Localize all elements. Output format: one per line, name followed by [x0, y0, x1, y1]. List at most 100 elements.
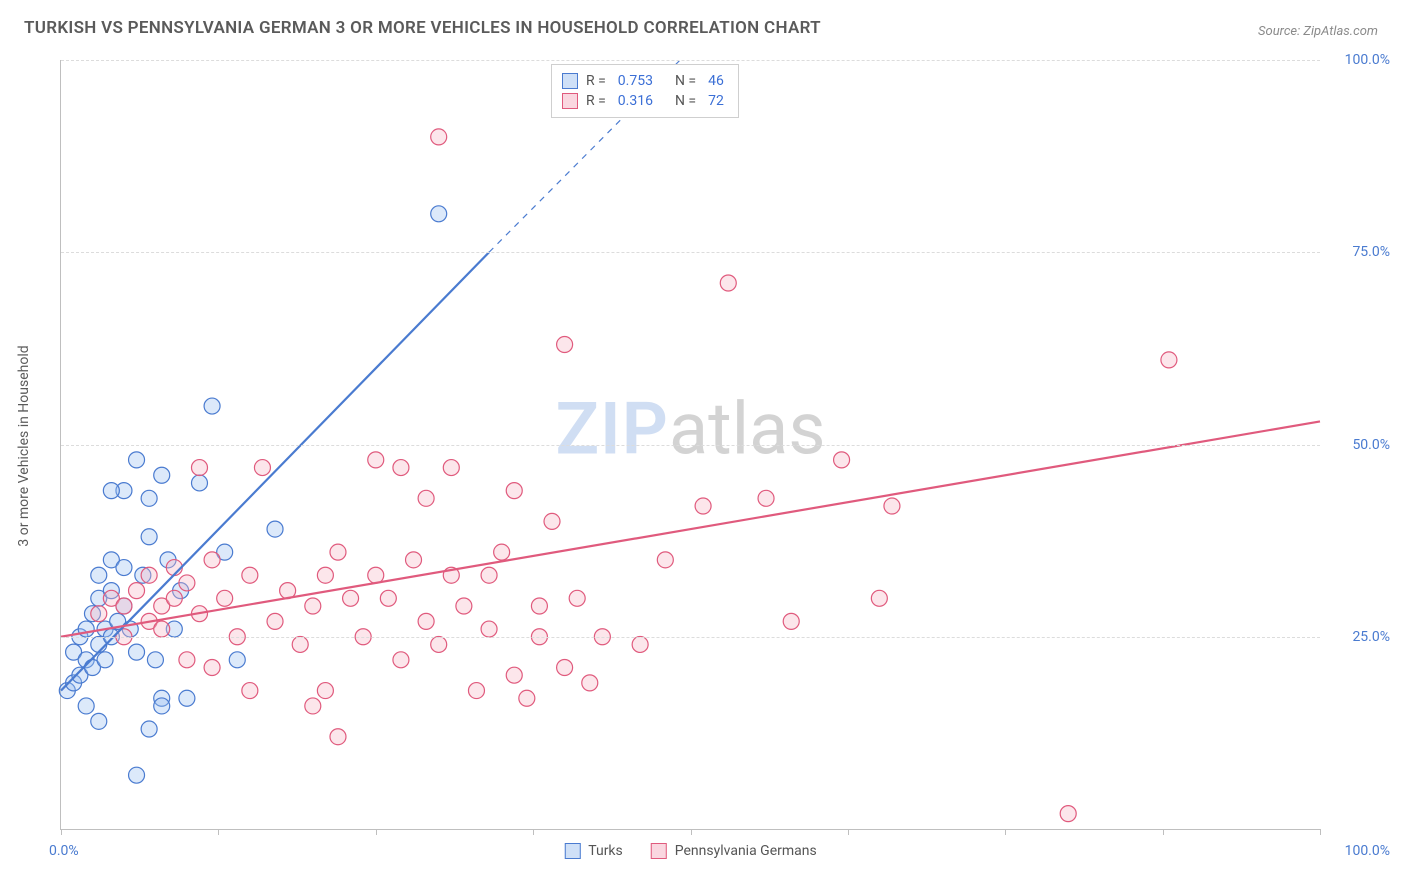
data-point: [204, 660, 220, 676]
plot-area: ZIPatlas R =0.753N =46R =0.316N =72 0.0%…: [60, 60, 1320, 830]
n-value: 46: [708, 73, 724, 89]
data-point: [254, 460, 270, 476]
gridline: [61, 637, 1320, 638]
y-tick-label: 25.0%: [1330, 629, 1390, 645]
data-point: [871, 590, 887, 606]
data-point: [78, 698, 94, 714]
data-point: [204, 398, 220, 414]
data-point: [657, 552, 673, 568]
data-point: [557, 337, 573, 353]
data-point: [393, 460, 409, 476]
data-point: [481, 567, 497, 583]
data-point: [129, 767, 145, 783]
n-label: N =: [675, 73, 696, 89]
r-value: 0.316: [618, 93, 653, 109]
data-point: [267, 521, 283, 537]
data-point: [406, 552, 422, 568]
stats-legend: R = 0.753 N = 46 R = 0.316 N = 72: [551, 64, 739, 118]
data-point: [368, 452, 384, 468]
r-label: R =: [586, 93, 606, 109]
data-point: [468, 683, 484, 699]
data-point: [242, 567, 258, 583]
n-value: 72: [708, 93, 724, 109]
x-tick: [61, 829, 62, 835]
data-point: [582, 675, 598, 691]
data-point: [330, 729, 346, 745]
legend-swatch: [651, 843, 667, 859]
y-axis-title: 3 or more Vehicles in Household: [16, 345, 32, 546]
data-point: [758, 490, 774, 506]
data-point: [129, 644, 145, 660]
data-point: [129, 583, 145, 599]
data-point: [431, 206, 447, 222]
legend-label: Pennsylvania Germans: [675, 843, 817, 859]
data-point: [368, 567, 384, 583]
bottom-legend: Turks Pennsylvania Germans: [564, 843, 816, 859]
y-tick-label: 100.0%: [1330, 52, 1390, 68]
x-tick: [691, 829, 692, 835]
data-point: [1060, 806, 1076, 822]
data-point: [720, 275, 736, 291]
legend-item: Turks: [564, 843, 623, 859]
data-point: [330, 544, 346, 560]
gridline: [61, 60, 1320, 61]
x-tick: [848, 829, 849, 835]
data-point: [305, 698, 321, 714]
data-point: [217, 590, 233, 606]
data-point: [204, 552, 220, 568]
data-point: [317, 683, 333, 699]
source-attribution: Source: ZipAtlas.com: [1258, 24, 1378, 39]
data-point: [557, 660, 573, 676]
data-point: [317, 567, 333, 583]
x-axis-min-label: 0.0%: [49, 843, 79, 859]
data-point: [431, 636, 447, 652]
data-point: [267, 613, 283, 629]
data-point: [506, 667, 522, 683]
data-point: [116, 598, 132, 614]
data-point: [884, 498, 900, 514]
data-point: [418, 613, 434, 629]
r-value: 0.753: [618, 73, 653, 89]
trend-line: [61, 421, 1320, 636]
data-point: [154, 621, 170, 637]
x-tick: [1320, 829, 1321, 835]
data-point: [141, 490, 157, 506]
legend-item: Pennsylvania Germans: [651, 843, 817, 859]
gridline: [61, 252, 1320, 253]
y-tick-label: 50.0%: [1330, 437, 1390, 453]
data-point: [632, 636, 648, 652]
data-point: [229, 652, 245, 668]
data-point: [443, 460, 459, 476]
data-point: [418, 490, 434, 506]
data-point: [292, 636, 308, 652]
data-point: [506, 483, 522, 499]
data-point: [179, 575, 195, 591]
data-point: [569, 590, 585, 606]
x-tick: [533, 829, 534, 835]
stats-legend-row: R = 0.316 N = 72: [562, 91, 724, 111]
data-point: [91, 567, 107, 583]
data-point: [481, 621, 497, 637]
x-tick: [1005, 829, 1006, 835]
data-point: [154, 698, 170, 714]
data-point: [116, 560, 132, 576]
n-label: N =: [675, 93, 696, 109]
data-point: [519, 690, 535, 706]
data-point: [141, 721, 157, 737]
data-point: [834, 452, 850, 468]
x-tick: [218, 829, 219, 835]
chart-title: TURKISH VS PENNSYLVANIA GERMAN 3 OR MORE…: [24, 18, 821, 38]
data-point: [242, 683, 258, 699]
data-point: [91, 713, 107, 729]
data-point: [166, 590, 182, 606]
data-point: [147, 652, 163, 668]
x-axis-max-label: 100.0%: [1345, 843, 1390, 859]
data-point: [179, 690, 195, 706]
data-point: [695, 498, 711, 514]
y-tick-label: 75.0%: [1330, 244, 1390, 260]
data-point: [544, 513, 560, 529]
data-point: [191, 460, 207, 476]
data-point: [103, 483, 119, 499]
data-point: [393, 652, 409, 668]
data-point: [305, 598, 321, 614]
